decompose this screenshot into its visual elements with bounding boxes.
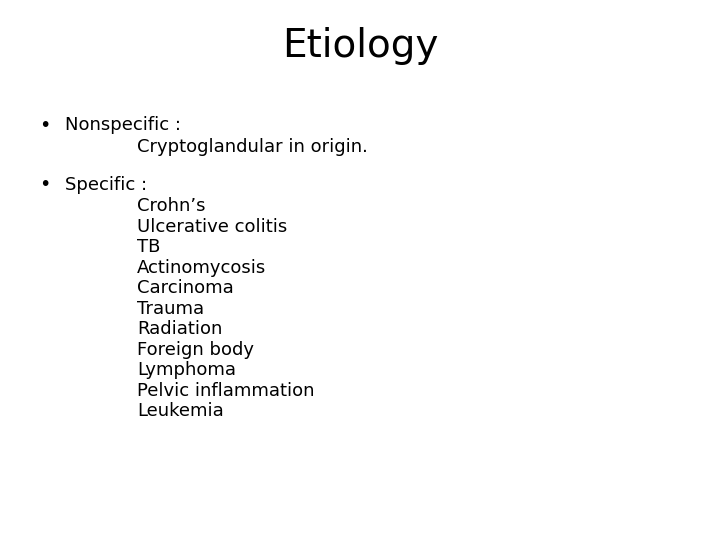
Text: •: • [40, 176, 51, 194]
Text: Radiation: Radiation [137, 320, 222, 338]
Text: Pelvic inflammation: Pelvic inflammation [137, 382, 315, 400]
Text: Foreign body: Foreign body [137, 341, 254, 359]
Text: Specific :: Specific : [65, 176, 147, 193]
Text: Crohn’s: Crohn’s [137, 197, 205, 215]
Text: •: • [40, 116, 51, 135]
Text: Nonspecific :: Nonspecific : [65, 116, 181, 134]
Text: Actinomycosis: Actinomycosis [137, 259, 266, 276]
Text: Ulcerative colitis: Ulcerative colitis [137, 218, 287, 235]
Text: Trauma: Trauma [137, 300, 204, 318]
Text: Cryptoglandular in origin.: Cryptoglandular in origin. [137, 138, 368, 156]
Text: Leukemia: Leukemia [137, 402, 223, 420]
Text: Etiology: Etiology [282, 27, 438, 65]
Text: Carcinoma: Carcinoma [137, 279, 233, 297]
Text: Lymphoma: Lymphoma [137, 361, 236, 379]
Text: TB: TB [137, 238, 160, 256]
